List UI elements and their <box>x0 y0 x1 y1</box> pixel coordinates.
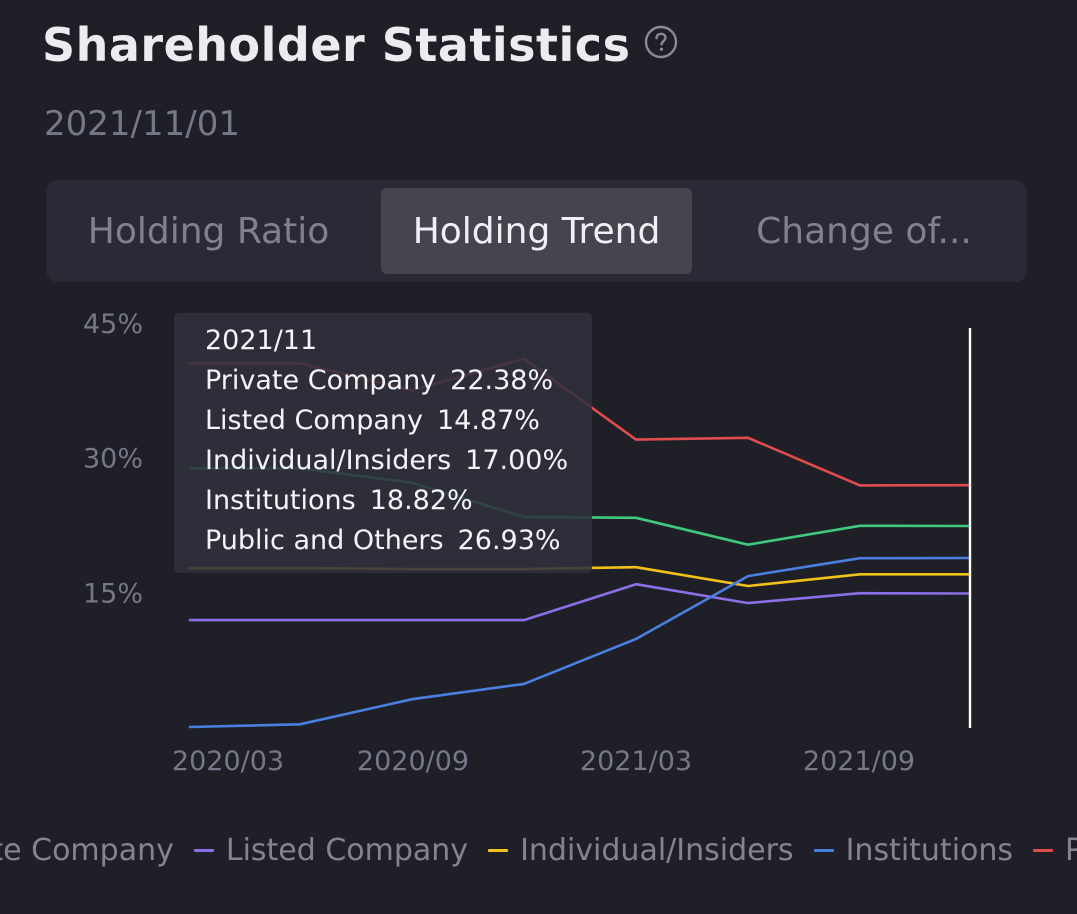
legend-swatch <box>813 848 834 852</box>
chart-tooltip: 2021/11 Private Company 22.38% Listed Com… <box>174 313 592 573</box>
y-tick-label: 45% <box>83 309 143 340</box>
tooltip-date: 2021/11 <box>205 325 318 356</box>
chart-legend: Private Company Listed Company Individual/… <box>0 828 1077 872</box>
holding-trend-chart[interactable]: 15% 30% 45% 2020/03 2020/09 2021/03 2021/09 20… <box>0 290 1077 790</box>
tooltip-label: Individual/Insiders <box>205 445 452 476</box>
tab-holding-ratio[interactable]: Holding Ratio <box>87 210 330 252</box>
x-tick-label: 2020/03 <box>172 746 284 777</box>
legend-label: Institutions <box>845 832 1014 868</box>
page-title: Shareholder Statistics <box>42 18 631 72</box>
legend-label: Listed Company <box>225 832 469 868</box>
tooltip-row-individual-insiders: Individual/Insiders 17.00% <box>205 441 592 481</box>
x-tick-label: 2021/03 <box>580 746 692 777</box>
x-tick-label: 2020/09 <box>357 746 469 777</box>
legend-swatch <box>488 848 509 852</box>
legend-label: Individual/Insiders <box>520 832 794 868</box>
y-tick-label: 15% <box>83 578 143 609</box>
legend-label: Private Company <box>0 832 174 868</box>
question-circle-icon[interactable] <box>644 25 678 59</box>
tab-bar: Holding Ratio Holding Trend Change of... <box>46 180 1027 282</box>
x-tick-label: 2021/09 <box>803 746 915 777</box>
tooltip-label: Public and Others <box>205 525 444 556</box>
tooltip-label: Private Company <box>205 365 437 396</box>
series-line-listed-company <box>188 582 972 622</box>
title-row: Shareholder Statistics <box>42 18 678 72</box>
tooltip-label: Institutions <box>205 485 356 516</box>
chart-canvas: 15% 30% 45% 2020/03 2020/09 2021/03 2021/09 <box>83 309 972 777</box>
legend-swatch <box>193 848 214 852</box>
tooltip-value: 22.38% <box>450 365 554 396</box>
as-of-date: 2021/11/01 <box>44 104 240 144</box>
y-tick-label: 30% <box>83 444 143 475</box>
tooltip-label: Listed Company <box>205 405 423 436</box>
tooltip-value: 26.93% <box>457 525 561 556</box>
legend-item-private-company[interactable]: Private Company <box>0 833 174 868</box>
legend-swatch <box>1033 848 1054 852</box>
legend-item-listed-company[interactable]: Listed Company <box>193 832 469 868</box>
tooltip-value: 18.82% <box>369 485 473 516</box>
tooltip-value: 17.00% <box>465 445 569 476</box>
series-line-institutions <box>188 556 972 729</box>
legend-item-individual-insiders[interactable]: Individual/Insiders <box>488 833 794 868</box>
tooltip-value: 14.87% <box>436 405 540 436</box>
tooltip-row-listed-company: Listed Company 14.87% <box>205 401 592 441</box>
legend-track: Private Company Listed Company Individual/… <box>0 828 1077 872</box>
tooltip-row-private-company: Private Company 22.38% <box>205 361 592 401</box>
legend-item-institutions[interactable]: Institutions <box>813 832 1014 868</box>
tooltip-row-institutions: Institutions 18.82% <box>205 481 592 521</box>
legend-item-public-and-others[interactable]: Public and Others <box>1033 833 1077 868</box>
tab-holding-trend[interactable]: Holding Trend <box>381 188 692 274</box>
tooltip-row-public-and-others: Public and Others 26.93% <box>205 521 592 561</box>
tab-change-of[interactable]: Change of... <box>756 210 972 252</box>
legend-label: Public and Others <box>1065 832 1077 868</box>
